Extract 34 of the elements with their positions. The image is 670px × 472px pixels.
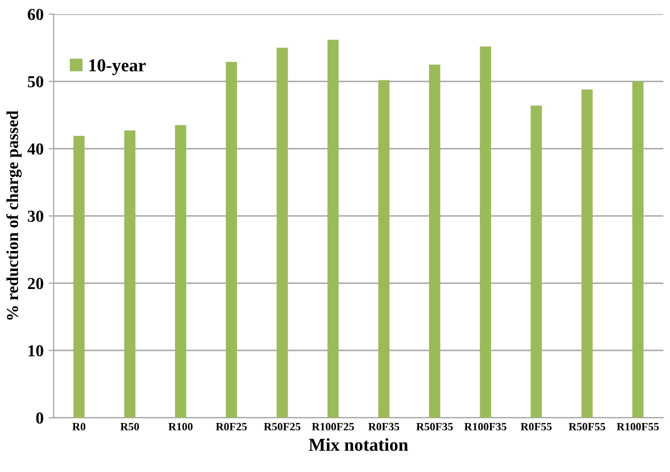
y-tick-label: 30: [28, 210, 44, 222]
bar: [530, 106, 542, 418]
bar: [378, 80, 390, 418]
y-tick-label: 20: [28, 278, 44, 290]
x-tick-label: R100F55: [616, 422, 659, 430]
y-tick-label: 50: [28, 76, 44, 88]
bar: [480, 46, 492, 418]
y-tick-label: 0: [36, 412, 44, 424]
bar: [175, 125, 186, 418]
bar: [226, 62, 238, 418]
bar: [124, 130, 136, 418]
y-tick-label: 10: [28, 345, 44, 356]
y-axis-title: % reduction of charge passed: [6, 110, 22, 320]
bar: [73, 136, 85, 418]
x-tick-label: R100F25: [312, 422, 354, 430]
x-tick-label: R100F35: [464, 422, 506, 430]
x-tick-label: R50F25: [264, 422, 300, 430]
y-tick-label: 40: [27, 143, 44, 155]
bar: [632, 81, 644, 418]
y-tick-label: 60: [28, 8, 44, 20]
x-tick-label: R0F55: [520, 422, 552, 430]
x-tick-label: R0: [72, 422, 86, 430]
bar: [429, 64, 440, 418]
bar: [582, 89, 593, 418]
x-tick-label: R50F55: [568, 422, 606, 430]
legend-label: 10-year: [89, 59, 146, 76]
x-tick-label: R0F25: [216, 422, 247, 430]
x-tick-label: R100: [168, 422, 193, 430]
bar: [327, 40, 339, 418]
x-tick-label: R0F35: [368, 422, 400, 430]
x-tick-label: R50F35: [416, 422, 453, 430]
x-tick-label: R50: [120, 422, 139, 430]
x-axis-title: Mix notation: [308, 438, 408, 451]
bar: [276, 48, 288, 418]
